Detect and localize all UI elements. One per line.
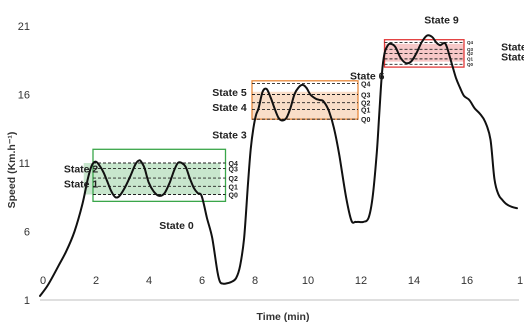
state-annotation: State 5 [212, 87, 247, 99]
zone-band [252, 91, 358, 120]
x-tick-label: 8 [252, 275, 258, 287]
line-layer [39, 34, 518, 297]
state-annotation: State 2 [64, 164, 99, 176]
quartile-label: Q1 [361, 108, 370, 115]
quartile-label: Q0 [229, 193, 238, 200]
quartile-label: Q3 [361, 93, 370, 100]
state-annotation: State 9 [424, 14, 459, 26]
y-tick-label: 1 [24, 295, 30, 307]
quartile-label: Q3 [467, 47, 474, 52]
y-tick-label: 21 [18, 21, 30, 33]
quartile-label: Q2 [229, 176, 238, 183]
x-tick-label: 12 [355, 275, 367, 287]
x-tick-label: 2 [93, 275, 99, 287]
zone-band [384, 43, 464, 62]
y-tick-label: 16 [18, 90, 30, 102]
state-annotation: State 7 [501, 51, 524, 63]
x-tick-label: 1 [517, 275, 523, 287]
x-tick-label: 0 [40, 275, 46, 287]
x-tick-label: 14 [408, 275, 420, 287]
quartile-label: Q0 [361, 117, 370, 124]
zone-box [92, 148, 227, 203]
quartile-label: Q4 [467, 40, 474, 45]
x-tick-label: 4 [146, 275, 152, 287]
y-tick-label: 6 [24, 227, 30, 239]
state-annotation: State 6 [350, 70, 385, 82]
x-axis-title: Time (min) [257, 311, 310, 323]
quartile-label: Q2 [467, 51, 474, 56]
quartile-label: Q3 [229, 166, 238, 173]
x-tick-label: 10 [302, 275, 314, 287]
quartile-label: Q4 [361, 82, 370, 89]
x-tick-label: 6 [199, 275, 205, 287]
quartile-label: Q1 [229, 184, 238, 191]
annotations-layer: State 0 State 1 State 2 State 3 State 4 State… [64, 14, 524, 232]
state-annotation: State 3 [212, 129, 247, 141]
state-annotation: State 8 [501, 42, 524, 54]
quartile-label: Q1 [467, 56, 474, 61]
state-annotation: State 0 [159, 220, 194, 232]
y-tick-label: 11 [19, 158, 30, 170]
quartile-label: Q2 [361, 101, 370, 108]
state-annotation: State 1 [64, 179, 99, 191]
state-annotation: State 4 [212, 102, 247, 114]
speed-series-line [39, 34, 518, 297]
quartile-label: Q0 [467, 62, 474, 67]
quartile-label: Q4 [229, 161, 238, 168]
y-axis-title: Speed (Km.h⁻¹) [6, 132, 18, 209]
x-tick-label: 16 [461, 275, 473, 287]
